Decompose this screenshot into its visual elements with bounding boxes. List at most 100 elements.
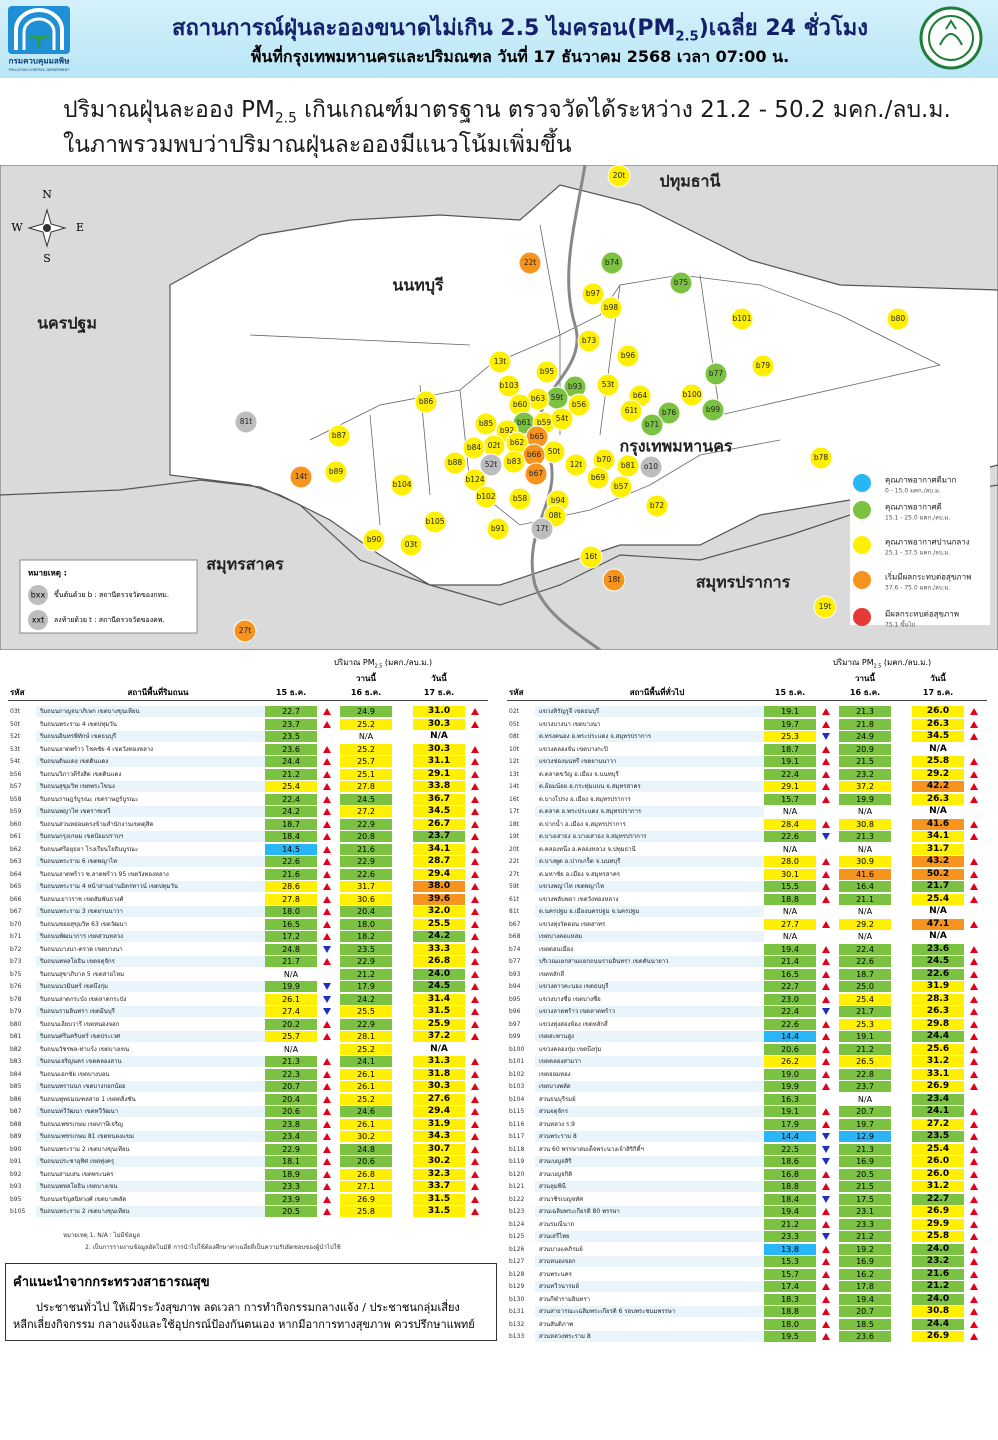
trend-up [822,1270,830,1278]
trend-up [323,908,331,915]
pm-value: 22.7 [764,981,816,992]
station-code: 19t [819,602,832,611]
station-code: b89 [10,1133,22,1140]
pm-value: 25.4 [265,781,317,792]
station-code: 59t [551,393,564,402]
station-name: ต.บางพูด อ.ปากเกร็ด จ.นนทบุรี [539,858,621,865]
pm-value: 26.3 [912,793,964,805]
pm-value: 31.4 [413,993,465,1005]
province-border [0,479,998,606]
trend-up [323,858,331,865]
row-bg [535,1243,764,1255]
row-bg [535,781,764,792]
station-marker [564,453,588,477]
trend-up [471,1158,479,1165]
footnote: 2. เป็นการรายงานข้อมูลอัตโนมัติ การนำไปใ… [85,1244,341,1251]
pm-value: 24.2 [413,931,465,942]
station-name: สวนธนบุรีรมย์ [539,1095,576,1103]
trend-up [970,708,978,715]
station-code: b79 [10,1008,22,1015]
trend-up [471,1108,479,1115]
trend-down [323,945,331,953]
row-bg [535,743,764,755]
station-name: สวน 60 พรรษาสมเด็จพระนางเจ้าสิริกิติ์ฯ [539,1145,644,1153]
row-bg [36,731,265,742]
pm-value: 33.1 [912,1068,964,1080]
pcd-logo: กรมควบคุมมลพิษ POLLUTION CONTROL DEPARTM… [8,6,70,72]
station-name: เขตจอมทอง [539,1070,571,1078]
station-name: ริมถนนกรุงเกษม เขตป้อมปราบฯ [40,833,124,840]
station-code: 52t [485,460,498,469]
pm-value: 20.9 [839,743,891,755]
pm-value: 26.2 [764,1056,816,1067]
pm-value: 22.4 [764,1006,816,1017]
row-bg [535,1318,764,1330]
station-name: ริมถนนบางนา-ตราด เขตบางนา [40,945,123,953]
station-code: b75 [10,970,22,978]
summary-line1: ปริมาณฝุ่นละออง PM2.5 เกินเกณฑ์มาตรฐาน ต… [63,92,951,128]
trend-up [323,920,331,928]
pm-value: 18.7 [839,968,891,980]
station-code: 13t [494,357,507,366]
pm-value: 29.9 [912,1218,964,1230]
pm-value: 18.0 [265,906,317,917]
row-bg [535,1256,764,1267]
station-code: b58 [10,795,22,803]
station-code: b57 [10,783,22,790]
station-name: ต.มหาชัย อ.เมือง จ.สมุทรสาคร [539,870,621,878]
station-code: b59 [537,418,552,427]
amount-header: ปริมาณ PM2.5 (มคก./ลบ.ม.) [298,656,468,670]
station-marker [462,436,486,460]
pm-value: 19.9 [764,1081,816,1092]
pm-value: 20.6 [265,1106,317,1117]
station-name: ริมถนนวิภาวดีรังสิต เขตดินแดง [40,770,122,778]
station-code: b95 [10,1195,22,1203]
station-name: สวนรมณีนาถ [539,1220,574,1228]
trend-up [323,833,331,840]
pm-value: 16.5 [265,918,317,930]
summary-sub: 2.5 [274,110,297,127]
station-code: b96 [509,1008,521,1015]
pm-value: 26.1 [340,1068,392,1080]
pm-value: 42.2 [912,781,964,792]
pm-value: N/A [764,843,816,855]
pm-value: 20.7 [839,1106,891,1117]
trend-up [323,820,331,828]
pm-value: 31.9 [413,1118,465,1130]
station-marker [586,466,610,490]
trend-up [471,1170,479,1178]
trend-up [822,1258,830,1265]
trend-up [471,920,479,928]
date-header: 15 ธ.ค. [774,688,806,697]
station-code: b78 [10,995,22,1003]
trend-down [323,983,331,990]
pm-value: 24.5 [413,981,465,992]
station-code: b77 [709,369,724,378]
row-bg [535,1193,764,1205]
station-name: ริมถนนเพชรเกษม เขตภาษีเจริญ [40,1120,124,1128]
trend-up [323,883,331,890]
trend-up [323,1170,331,1178]
trend-down [822,1145,830,1153]
pm-value: 22.9 [340,1018,392,1030]
pm-value: 21.7 [839,1006,891,1017]
row-bg [36,1081,265,1092]
station-name: ริมถนนอินทรพิทักษ์ เขตธนบุรี [40,733,117,740]
station-name: สวนกีฬารามอินทรา [539,1295,591,1303]
row-bg [535,1106,764,1117]
trend-up [822,920,830,928]
trend-up [323,1133,331,1140]
legend-swatch [853,571,871,589]
station-name: ริมถนนประชาอุทิศ เขตทุ่งครุ [40,1158,115,1165]
pm-value: 28.0 [764,856,816,867]
pm-value: 24.2 [265,806,317,817]
station-code: 14t [509,783,519,790]
pm-value: 23.1 [839,1206,891,1217]
trend-up [471,845,479,853]
station-code: b74 [605,258,620,267]
pm-value: 29.4 [413,868,465,880]
trend-up [822,1170,830,1178]
header-rule [8,700,488,701]
station-code: b105 [10,1208,26,1215]
row-bg [535,1118,764,1130]
